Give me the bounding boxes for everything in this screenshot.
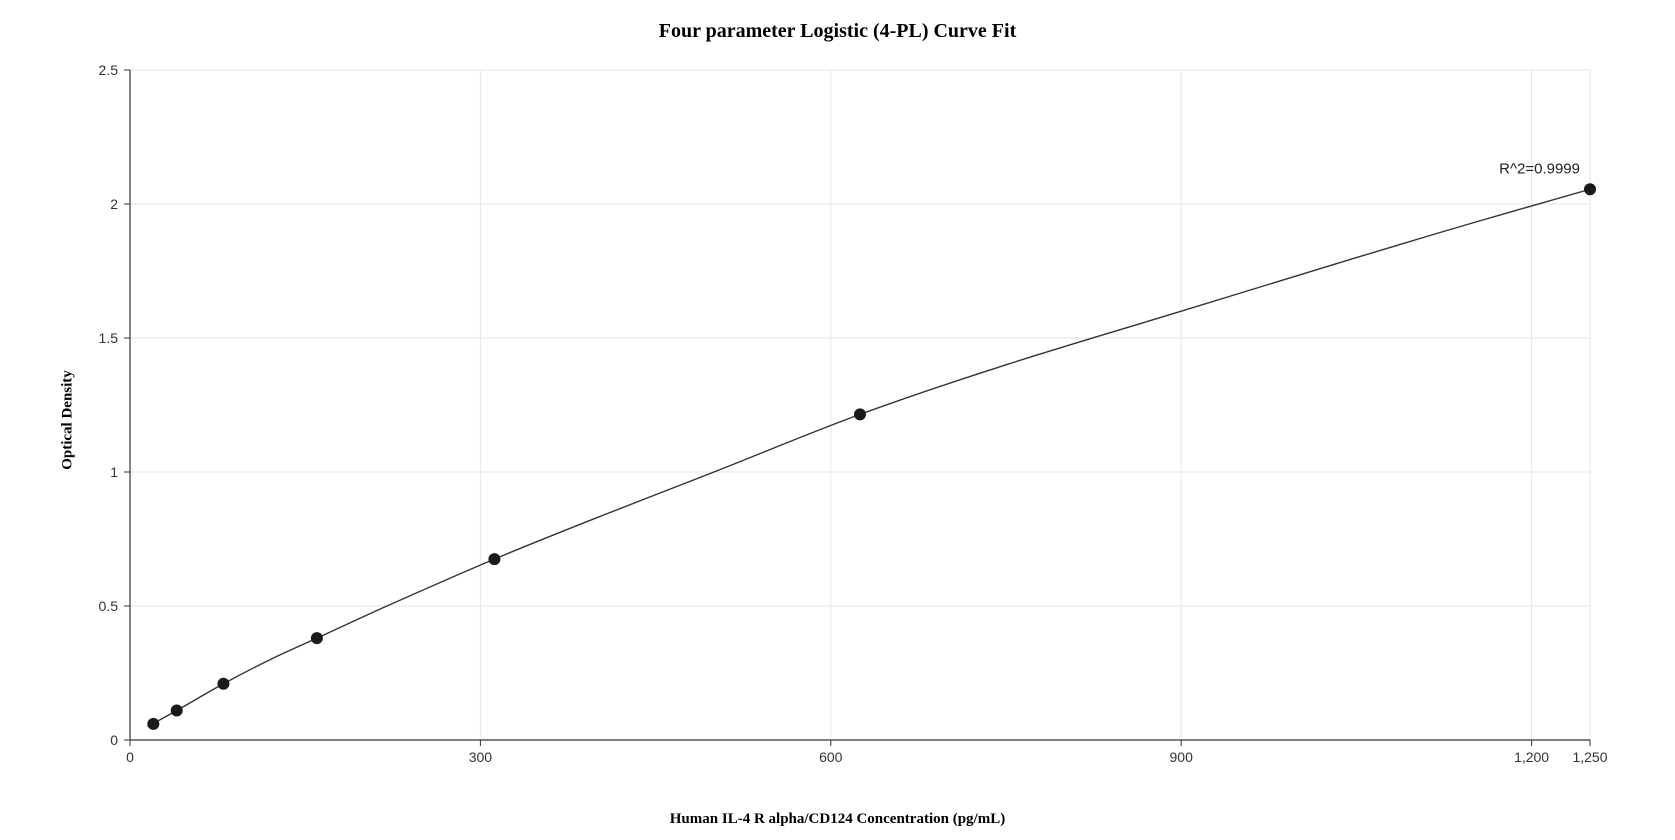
y-tick-label: 1: [110, 464, 118, 480]
y-tick-label: 1.5: [99, 330, 119, 346]
x-tick-label: 600: [819, 749, 843, 765]
y-tick-label: 2: [110, 196, 118, 212]
r-squared-annotation: R^2=0.9999: [1499, 160, 1580, 177]
x-tick-label: 1,250: [1572, 749, 1607, 765]
chart-svg: 0 0.5 1 1.5 2 2.5 0 300 600 900 1,200 1,250 R^2=0.99…: [0, 0, 1675, 840]
data-point: [217, 678, 229, 690]
y-tick-label: 2.5: [99, 62, 119, 78]
x-tick-label: 1,200: [1514, 749, 1549, 765]
y-tick-label: 0.5: [99, 598, 119, 614]
data-point: [1584, 183, 1596, 195]
y-tick-label: 0: [110, 732, 118, 748]
data-point: [171, 705, 183, 717]
data-point: [147, 718, 159, 730]
fit-curve: [148, 189, 1590, 726]
data-point: [311, 632, 323, 644]
x-tick-label: 0: [126, 749, 134, 765]
chart-container: Four parameter Logistic (4-PL) Curve Fit…: [0, 0, 1675, 840]
x-tick-label: 300: [469, 749, 493, 765]
x-tick-label: 900: [1170, 749, 1194, 765]
data-point: [488, 553, 500, 565]
data-point: [854, 408, 866, 420]
